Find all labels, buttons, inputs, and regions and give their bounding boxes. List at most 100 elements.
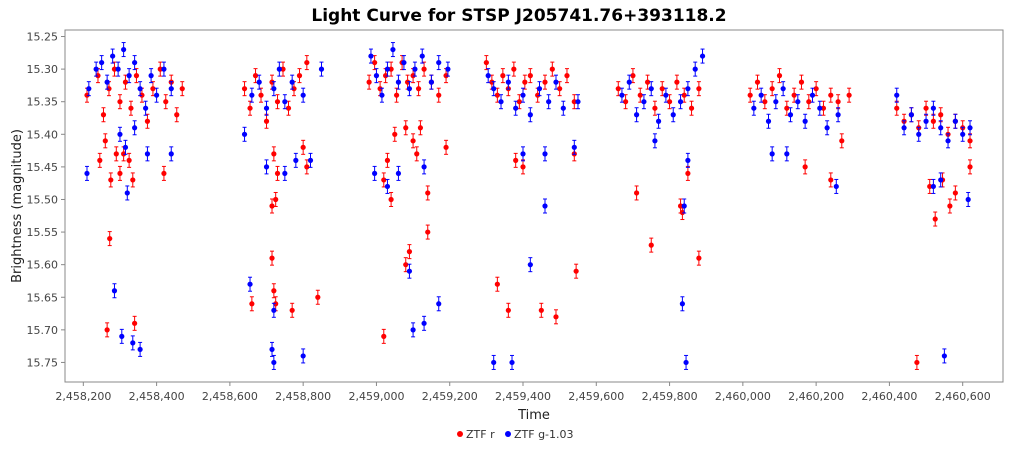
data-point — [388, 66, 394, 72]
data-point — [425, 190, 431, 196]
data-point — [436, 92, 442, 98]
data-point — [247, 105, 253, 111]
legend-marker — [457, 431, 463, 437]
x-tick-label: 2,459,600 — [568, 390, 624, 403]
data-point — [498, 99, 504, 105]
data-point — [648, 242, 654, 248]
data-point — [494, 92, 500, 98]
legend-label: ZTF r — [466, 428, 495, 441]
data-point — [241, 86, 248, 92]
data-point — [414, 151, 420, 157]
data-point — [445, 66, 451, 72]
data-point — [802, 118, 808, 124]
data-point — [372, 170, 378, 177]
data-point — [505, 79, 511, 85]
data-point — [256, 79, 262, 85]
data-point — [274, 170, 281, 177]
legend: ZTF r ZTF g-1.03 — [457, 428, 574, 441]
data-point — [674, 79, 680, 85]
data-point — [401, 59, 407, 66]
data-point — [941, 353, 947, 359]
data-point — [293, 157, 299, 163]
y-tick-label: 15.25 — [27, 31, 59, 44]
data-point — [683, 359, 689, 366]
data-point — [132, 59, 138, 66]
data-point — [117, 131, 123, 137]
data-point — [930, 183, 936, 190]
data-point — [406, 268, 413, 274]
data-point — [436, 59, 442, 66]
data-point — [110, 53, 116, 59]
data-point — [144, 118, 151, 124]
data-point — [520, 164, 526, 170]
data-point — [276, 66, 282, 72]
data-point — [619, 92, 625, 98]
data-point — [916, 131, 922, 137]
data-point — [157, 66, 163, 72]
data-point — [914, 359, 920, 366]
data-point — [509, 359, 515, 366]
data-point — [637, 92, 643, 98]
data-point — [513, 157, 519, 163]
data-point — [390, 46, 396, 53]
data-point — [633, 112, 640, 118]
data-point — [538, 307, 544, 313]
data-point — [137, 346, 143, 353]
data-point — [527, 112, 533, 118]
data-point — [677, 99, 684, 105]
data-point — [549, 66, 555, 72]
data-point — [648, 86, 654, 92]
data-point — [249, 92, 255, 98]
data-point — [575, 99, 581, 105]
data-point — [751, 105, 757, 111]
data-point — [762, 99, 768, 105]
data-point — [84, 170, 90, 177]
data-point — [542, 203, 548, 209]
data-point — [304, 59, 310, 66]
data-point — [571, 99, 577, 105]
data-point — [406, 249, 413, 255]
x-tick-label: 2,459,200 — [422, 390, 478, 403]
y-tick-label: 15.65 — [27, 291, 59, 304]
data-point — [289, 307, 295, 313]
data-point — [263, 118, 270, 124]
data-point — [747, 92, 753, 98]
data-point — [381, 177, 387, 183]
data-point — [679, 301, 685, 307]
data-point — [536, 86, 543, 92]
data-point — [696, 255, 702, 261]
x-tick-label: 2,459,800 — [642, 390, 698, 403]
data-point — [132, 320, 138, 326]
data-point — [421, 164, 427, 170]
data-point — [403, 262, 409, 268]
data-point — [809, 92, 816, 98]
legend-marker — [505, 431, 511, 437]
data-point — [258, 92, 264, 98]
data-point — [163, 99, 169, 105]
data-point — [806, 99, 812, 105]
data-point — [273, 196, 279, 203]
data-point — [126, 73, 132, 79]
data-point — [685, 86, 691, 92]
y-tick-label: 15.30 — [27, 63, 59, 76]
data-point — [115, 66, 121, 72]
data-point — [388, 196, 394, 203]
data-point — [765, 118, 772, 124]
data-point — [623, 99, 629, 105]
data-point — [168, 151, 174, 157]
data-point — [938, 112, 944, 118]
data-point — [124, 190, 130, 196]
data-point — [546, 99, 552, 105]
data-point — [659, 86, 665, 92]
data-point — [122, 79, 129, 85]
y-tick-label: 15.45 — [27, 161, 59, 174]
data-point — [652, 105, 658, 111]
data-point — [927, 183, 933, 190]
y-tick-label: 15.55 — [27, 226, 59, 239]
data-point — [102, 138, 108, 144]
data-point — [520, 92, 526, 98]
data-point — [688, 105, 695, 111]
data-point — [500, 73, 506, 79]
x-tick-label: 2,460,600 — [935, 390, 991, 403]
